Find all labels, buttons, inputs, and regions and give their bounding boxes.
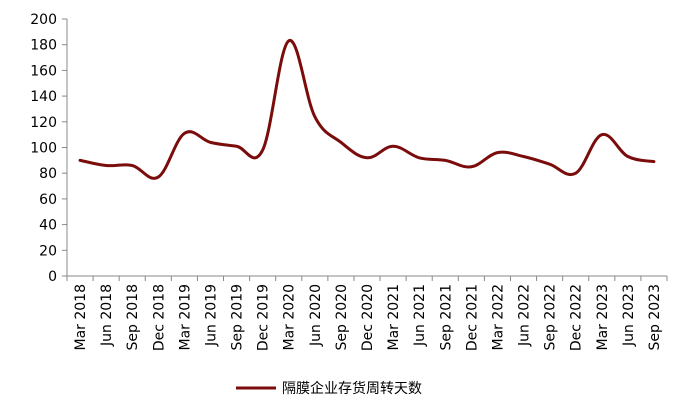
x-tick-label: Jun 2023 [621,284,637,347]
data-point [131,164,134,167]
x-tick-label: Mar 2019 [177,284,193,351]
x-tick-label: Mar 2022 [490,284,506,351]
y-tick-label: 40 [39,218,57,234]
data-point [183,132,186,135]
data-point [444,159,447,162]
y-tick-label: 180 [30,38,57,54]
x-axis: Mar 2018 Jun 2018 Sep 2018 Dec 2018 Mar 2019… [66,275,668,351]
data-point [261,149,264,152]
x-tick-label: Dec 2020 [360,284,376,351]
data-point [105,164,108,167]
data-point [79,159,82,162]
data-point [392,145,395,148]
x-tick-label: Jun 2022 [517,284,533,347]
legend: 隔膜企业存货周转天数 [236,380,422,397]
x-tick-label: Dec 2019 [256,284,272,351]
x-tick-label: Sep 2019 [230,284,246,350]
data-point [522,155,525,158]
data-point [496,151,499,154]
data-point [418,156,421,159]
x-tick-label: Sep 2020 [334,284,350,350]
y-tick-label: 60 [39,192,57,208]
x-tick-label: Mar 2018 [73,284,89,351]
y-tick-label: 100 [30,141,57,157]
data-point [209,141,212,144]
x-tick-label: Sep 2022 [543,284,559,350]
data-point [548,163,551,166]
x-tick-label: Dec 2022 [569,284,585,351]
x-tick-label: Sep 2023 [647,284,663,350]
x-tick-label: Mar 2020 [282,284,298,351]
data-point [626,155,629,158]
y-tick-label: 0 [48,269,57,285]
x-tick-label: Sep 2021 [438,284,454,350]
data-point [287,39,290,42]
series-line [78,39,656,180]
data-point [339,141,342,144]
x-tick-label: Jun 2020 [308,284,324,347]
data-point [652,160,655,163]
x-tick-label: Jun 2021 [412,284,428,347]
series-layer [78,39,656,180]
y-axis: 0 20 40 60 80 100 120 140 160 180 200 [30,12,68,285]
data-point [600,133,603,136]
data-point [157,176,160,179]
x-tick-label: Mar 2021 [386,284,402,351]
x-tick-label: Dec 2018 [151,284,167,351]
y-tick-label: 160 [30,63,57,79]
y-tick-label: 200 [30,12,57,28]
x-tick-label: Mar 2023 [595,284,611,351]
data-point [574,172,577,175]
x-tick-label: Dec 2021 [464,284,480,351]
data-point [470,165,473,168]
data-point [235,145,238,148]
data-point [313,115,316,118]
x-tick-label: Sep 2018 [125,284,141,350]
data-point [366,156,369,159]
x-tick-label: Jun 2018 [99,284,115,347]
y-tick-label: 20 [39,243,57,259]
y-tick-label: 140 [30,89,57,105]
y-tick-label: 80 [39,166,57,182]
y-tick-label: 120 [30,115,57,131]
legend-label: 隔膜企业存货周转天数 [282,380,422,397]
x-tick-label: Jun 2019 [203,284,219,347]
